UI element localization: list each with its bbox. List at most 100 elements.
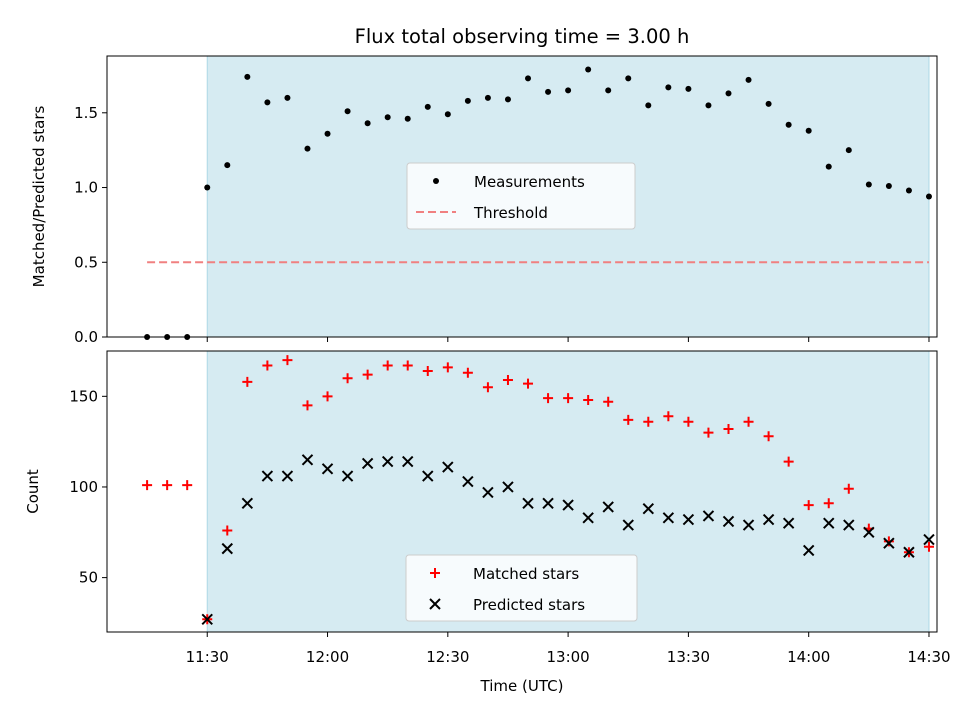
measurement-point — [825, 163, 832, 170]
x-axis-label: Time (UTC) — [480, 677, 564, 695]
measurement-point — [424, 103, 431, 110]
y-axis-label: Count — [24, 469, 42, 514]
y-tick-label: 150 — [69, 387, 98, 405]
measurement-point — [785, 121, 792, 128]
matched-star-point — [342, 373, 353, 384]
measurement-point — [685, 85, 692, 92]
matched-star-point — [583, 394, 594, 405]
x-tick-label: 12:00 — [306, 648, 349, 666]
predicted-star-point — [923, 533, 935, 546]
y-axis-label: Matched/Predicted stars — [30, 106, 48, 288]
matched-star-point — [563, 393, 574, 404]
measurement-point — [344, 108, 351, 115]
matched-star-point — [302, 400, 313, 411]
matched-star-point — [723, 423, 734, 434]
predicted-star-point — [241, 497, 254, 509]
measurement-point — [805, 127, 812, 134]
matched-star-point — [382, 360, 393, 371]
predicted-star-point — [602, 501, 614, 513]
count-panel: 50 100 150 Count 11:30 12:00 12:30 13:00 13:30 14… — [24, 350, 951, 666]
predicted-star-point — [843, 519, 855, 531]
chart-title: Flux total observing time = 3.00 h — [355, 25, 690, 48]
matched-star-point — [743, 416, 754, 427]
matched-star-point — [783, 456, 794, 467]
predicted-star-point — [522, 497, 534, 509]
predicted-star-point — [582, 512, 594, 524]
matched-star-point — [883, 536, 894, 547]
legend-label: Measurements — [474, 173, 585, 191]
matched-star-point — [663, 411, 674, 422]
predicted-star-point — [863, 526, 875, 538]
y-tick-label: 0.5 — [74, 253, 98, 271]
measurement-point — [645, 102, 652, 109]
legend-label: Matched stars — [473, 565, 579, 583]
measurement-point — [885, 183, 892, 190]
measurement-point — [905, 187, 912, 194]
measurement-point — [585, 66, 592, 73]
measurement-point — [264, 99, 271, 106]
matched-star-point — [442, 362, 453, 373]
legend-predicted-marker — [429, 598, 441, 610]
predicted-star-point — [823, 517, 835, 529]
measurement-point — [484, 94, 491, 101]
measurement-point — [845, 147, 852, 154]
predicted-star-point — [903, 546, 915, 558]
predicted-star-point — [261, 470, 274, 482]
predicted-star-point — [201, 613, 213, 626]
matched-star-point — [402, 360, 413, 371]
measurement-point — [224, 162, 231, 169]
predicted-star-point — [662, 512, 675, 524]
plot-frame — [106, 55, 938, 338]
measurement-point — [324, 130, 331, 137]
measurement-point — [545, 88, 552, 95]
predicted-star-point — [381, 455, 394, 468]
legend-label: Predicted stars — [473, 596, 585, 614]
measurement-point — [525, 75, 532, 82]
matched-star-point — [242, 376, 253, 387]
x-tick-label: 13:30 — [667, 648, 710, 666]
matched-star-point — [482, 382, 493, 393]
matched-star-point — [182, 480, 193, 491]
predicted-star-point — [883, 537, 895, 549]
predicted-star-point — [442, 461, 454, 473]
matched-star-point — [282, 355, 293, 366]
matched-star-point — [502, 375, 513, 386]
measurement-point — [745, 76, 752, 83]
predicted-star-point — [542, 497, 554, 509]
matched-star-point — [362, 369, 373, 380]
predicted-star-point — [361, 457, 374, 470]
measurement-point — [925, 193, 932, 200]
matched-star-point — [923, 541, 934, 552]
matched-star-point — [683, 416, 694, 427]
matched-star-point — [162, 480, 173, 491]
x-tick-label: 12:30 — [426, 648, 469, 666]
matched-star-point — [603, 396, 614, 407]
predicted-star-point — [702, 510, 715, 522]
measurement-point — [705, 102, 712, 109]
predicted-star-point — [802, 544, 815, 557]
matched-star-point — [523, 378, 534, 389]
y-tick-label: 100 — [69, 478, 98, 496]
matched-star-point — [322, 391, 333, 402]
predicted-star-point — [221, 542, 233, 555]
predicted-star-point — [642, 503, 655, 515]
matched-star-point — [803, 500, 814, 511]
matched-star-point — [623, 414, 634, 425]
measurement-point — [304, 145, 311, 152]
measurement-point — [444, 111, 451, 118]
legend: Measurements Threshold — [406, 162, 636, 230]
x-tick-label: 13:00 — [546, 648, 589, 666]
predicted-star-point — [722, 515, 735, 528]
predicted-star-point — [422, 470, 434, 482]
legend-box — [405, 554, 638, 622]
predicted-star-point — [301, 454, 314, 466]
predicted-star-point — [341, 470, 354, 482]
measurement-point — [765, 100, 772, 107]
legend-label: Threshold — [473, 204, 548, 222]
measurement-point — [244, 73, 251, 80]
measurement-point — [464, 97, 471, 104]
matched-star-point — [843, 483, 854, 494]
measurement-point — [404, 115, 411, 122]
measurement-point — [865, 181, 872, 188]
measurement-point — [665, 84, 672, 91]
